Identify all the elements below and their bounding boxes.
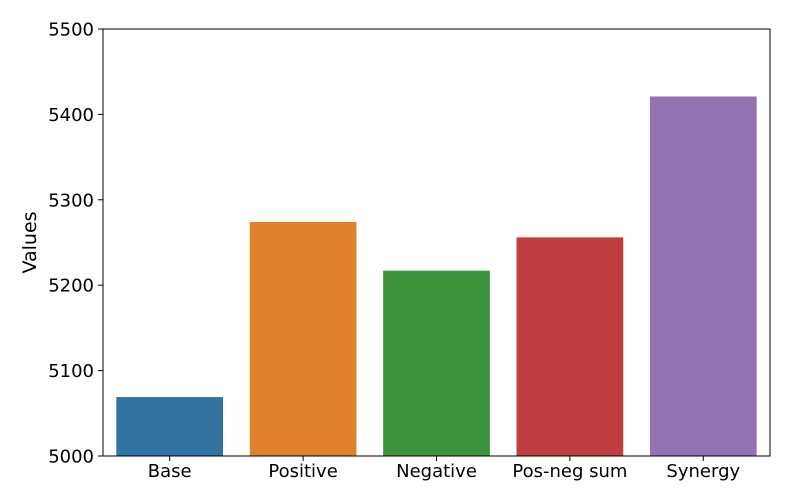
- bars: [116, 96, 757, 456]
- x-tick-label: Positive: [268, 461, 337, 482]
- bar-pos-neg-sum: [516, 237, 624, 456]
- y-axis-ticks: 5000 5100 5200 5300 5400 5500: [48, 20, 103, 468]
- bar-base: [116, 397, 224, 456]
- x-tick-label: Synergy: [666, 461, 740, 482]
- y-tick-label: 5200: [48, 276, 94, 297]
- y-tick-label: 5100: [48, 361, 94, 382]
- x-tick-label: Base: [148, 461, 192, 482]
- y-tick-label: 5500: [48, 20, 94, 41]
- x-tick-label: Pos-neg sum: [512, 461, 627, 482]
- x-tick-label: Negative: [396, 461, 477, 482]
- x-axis-ticks: Base Positive Negative Pos-neg sum Synergy: [148, 456, 741, 482]
- y-axis-label: Values: [19, 211, 41, 273]
- y-tick-label: 5000: [48, 447, 94, 468]
- plot-frame: [102, 28, 771, 457]
- bar-negative: [383, 270, 490, 456]
- bar-positive: [249, 222, 357, 456]
- y-tick-label: 5400: [48, 105, 94, 126]
- bar-synergy: [649, 96, 757, 456]
- y-tick-label: 5300: [48, 190, 94, 211]
